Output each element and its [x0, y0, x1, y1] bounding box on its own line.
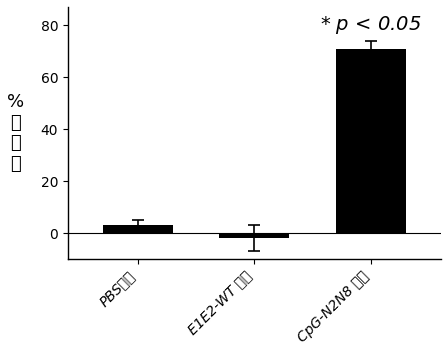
Bar: [220, 233, 289, 238]
Bar: [103, 225, 173, 233]
Text: * $p$ < 0.05: * $p$ < 0.05: [320, 13, 422, 36]
Bar: [336, 49, 406, 233]
Y-axis label: %
抑
制
率: % 抑 制 率: [7, 93, 24, 173]
